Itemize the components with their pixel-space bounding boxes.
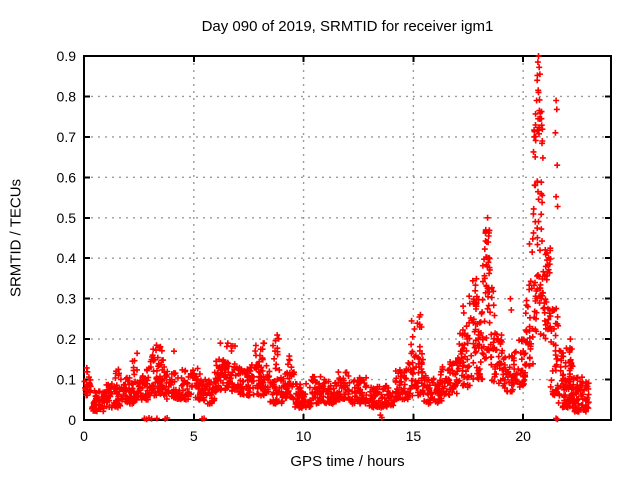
y-tick-label: 0.8: [57, 88, 77, 104]
x-tick-label: 20: [515, 428, 531, 444]
x-axis-label: GPS time / hours: [290, 453, 405, 470]
x-tick-label: 15: [406, 428, 422, 444]
x-tick-label: 10: [296, 428, 312, 444]
scatter-series-srmtid: [81, 53, 592, 423]
y-tick-label: 0.2: [57, 331, 77, 347]
chart-title: Day 090 of 2019, SRMTID for receiver igm…: [201, 18, 494, 35]
y-tick-label: 0.7: [57, 129, 77, 145]
y-tick-label: 0.1: [57, 372, 77, 388]
x-tick-label: 0: [80, 428, 88, 444]
y-tick-label: 0.6: [57, 169, 77, 185]
x-tick-label: 5: [190, 428, 198, 444]
plot-frame: [83, 55, 612, 421]
y-tick-label: 0: [68, 412, 76, 428]
y-tick-label: 0.9: [57, 48, 77, 64]
y-tick-label: 0.4: [57, 250, 77, 266]
y-tick-label: 0.3: [57, 291, 77, 307]
y-axis-label-text: SRMTID / TECUs: [7, 178, 25, 298]
y-tick-label: 0.5: [57, 210, 77, 226]
